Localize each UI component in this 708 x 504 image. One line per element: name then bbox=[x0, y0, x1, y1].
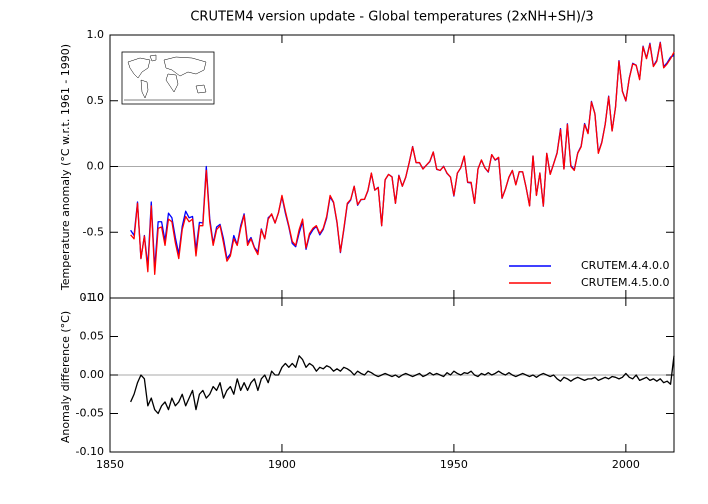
data-line bbox=[130, 42, 675, 275]
y-axis-label: Anomaly difference (°C) bbox=[59, 311, 72, 443]
legend-label: CRUTEM.4.5.0.0 bbox=[581, 276, 670, 289]
chart-title: CRUTEM4 version update - Global temperat… bbox=[190, 10, 593, 25]
y-tick-label: -0.10 bbox=[76, 445, 104, 458]
x-tick-label: 1850 bbox=[96, 458, 124, 471]
x-tick-label: 2000 bbox=[612, 458, 640, 471]
x-tick-label: 1950 bbox=[440, 458, 468, 471]
y-tick-label: 0.00 bbox=[80, 368, 105, 381]
y-tick-label: 0.0 bbox=[87, 160, 105, 173]
x-tick-label: 1900 bbox=[268, 458, 296, 471]
y-axis-label: Temperature anomaly (°C w.r.t. 1961 - 19… bbox=[59, 44, 72, 291]
y-tick-label: 0.5 bbox=[87, 94, 105, 107]
y-tick-label: -0.05 bbox=[76, 407, 104, 420]
y-tick-label: 0.10 bbox=[80, 291, 105, 304]
y-tick-label: 1.0 bbox=[87, 28, 105, 41]
y-tick-label: -1.0 bbox=[83, 291, 104, 304]
y-tick-label: -0.5 bbox=[83, 225, 104, 238]
y-tick-label: 0.05 bbox=[80, 330, 105, 343]
data-line bbox=[130, 355, 675, 415]
world-map-inset bbox=[121, 51, 215, 105]
legend-label: CRUTEM.4.4.0.0 bbox=[581, 259, 670, 272]
